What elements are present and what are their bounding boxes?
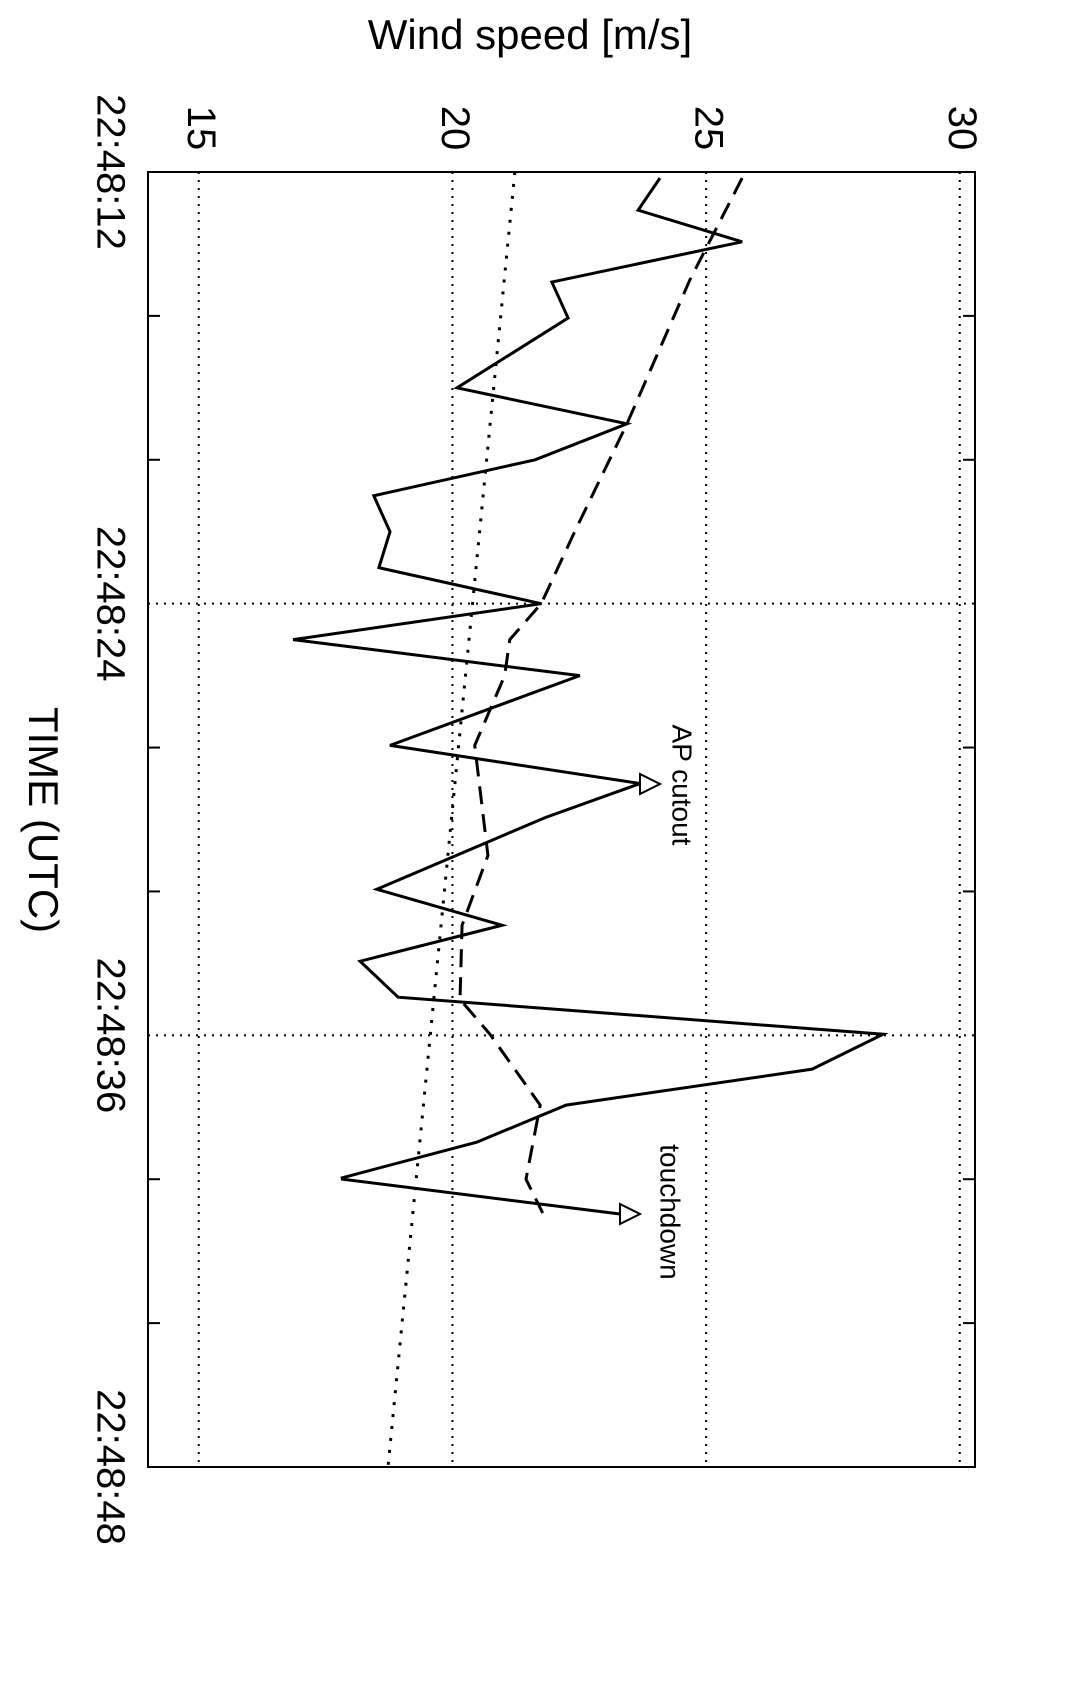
annotation: AP cutout (667, 725, 698, 846)
data-line (292, 177, 889, 1180)
y-tick-label: 20 (433, 106, 477, 151)
plot-frame (147, 171, 976, 1468)
y-tick-label: 15 (179, 106, 223, 151)
annotation: touchdown (655, 1144, 686, 1279)
chart-title: Wind speed [m/s] (368, 11, 692, 58)
x-tick-label: 22:48:24 (88, 526, 132, 682)
y-tick-label: 30 (940, 106, 984, 151)
data-line (386, 171, 517, 1468)
arrow-head (619, 1202, 643, 1226)
x-tick-label: 22:48:48 (88, 1389, 132, 1545)
x-tick-label: 22:48:12 (88, 94, 132, 250)
x-tick-label: 22:48:36 (88, 957, 132, 1113)
y-tick-label: 25 (687, 106, 731, 151)
arrow-line (340, 1177, 621, 1216)
data-line (458, 177, 744, 1214)
arrow-head (639, 772, 663, 796)
x-axis-label: TIME (UTC) (20, 707, 67, 933)
